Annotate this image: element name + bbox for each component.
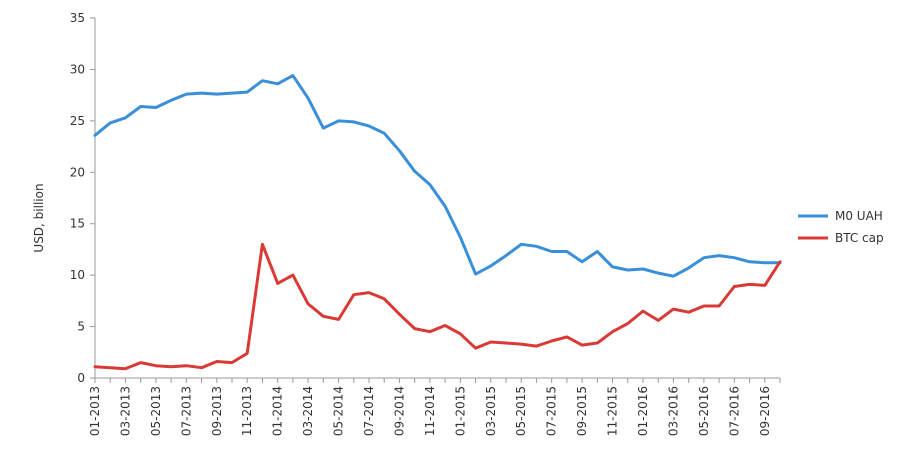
y-tick-label: 5 [77, 320, 85, 334]
series-line-btc-cap [93, 242, 782, 371]
x-tick-label: 05-2016 [697, 386, 711, 436]
x-tick-label: 01-2014 [271, 386, 285, 436]
x-tick-label: 05-2015 [514, 386, 528, 436]
x-tick-label: 03-2016 [666, 386, 680, 436]
x-tick-label: 05-2013 [149, 386, 163, 436]
series-lines [93, 74, 782, 371]
x-tick-label: 07-2013 [179, 386, 193, 436]
y-tick-label: 20 [70, 165, 85, 179]
x-tick-label: 07-2014 [362, 386, 376, 436]
x-ticks: 01-2013 03-2013 05-2013 07-2013 09-2013 11-20… [88, 378, 781, 436]
x-tick-label: 01-2015 [453, 386, 467, 436]
x-tick-label: 05-2014 [332, 386, 346, 436]
legend: M0 UAH BTC cap [798, 209, 884, 245]
x-tick-label: 03-2015 [484, 386, 498, 436]
y-tick-label: 30 [70, 62, 85, 76]
legend-label-btc-cap: BTC cap [835, 231, 884, 245]
y-tick-label: 10 [70, 268, 85, 282]
y-ticks: 0 5 10 15 20 25 30 35 [70, 11, 95, 385]
x-tick-label: 09-2013 [210, 386, 224, 436]
x-tick-label: 09-2014 [392, 386, 406, 436]
series-line-m0-uah [93, 74, 782, 278]
x-tick-label: 01-2013 [88, 386, 102, 436]
y-tick-label: 25 [70, 114, 85, 128]
x-tick-label: 11-2013 [240, 386, 254, 436]
axes [94, 18, 780, 379]
x-tick-label: 09-2015 [575, 386, 589, 436]
x-tick-label: 03-2014 [301, 386, 315, 436]
y-axis-title: USD, billion [32, 183, 46, 252]
y-tick-label: 35 [70, 11, 85, 25]
x-tick-label: 07-2015 [545, 386, 559, 436]
x-tick-label: 09-2016 [758, 386, 772, 436]
y-tick-label: 0 [77, 371, 85, 385]
x-tick-label: 11-2015 [606, 386, 620, 436]
x-tick-label: 07-2016 [727, 386, 741, 436]
x-tick-label: 03-2013 [118, 386, 132, 436]
legend-label-m0-uah: M0 UAH [835, 209, 883, 223]
y-tick-label: 15 [70, 217, 85, 231]
x-tick-label: 01-2016 [636, 386, 650, 436]
x-tick-label: 11-2014 [423, 386, 437, 436]
